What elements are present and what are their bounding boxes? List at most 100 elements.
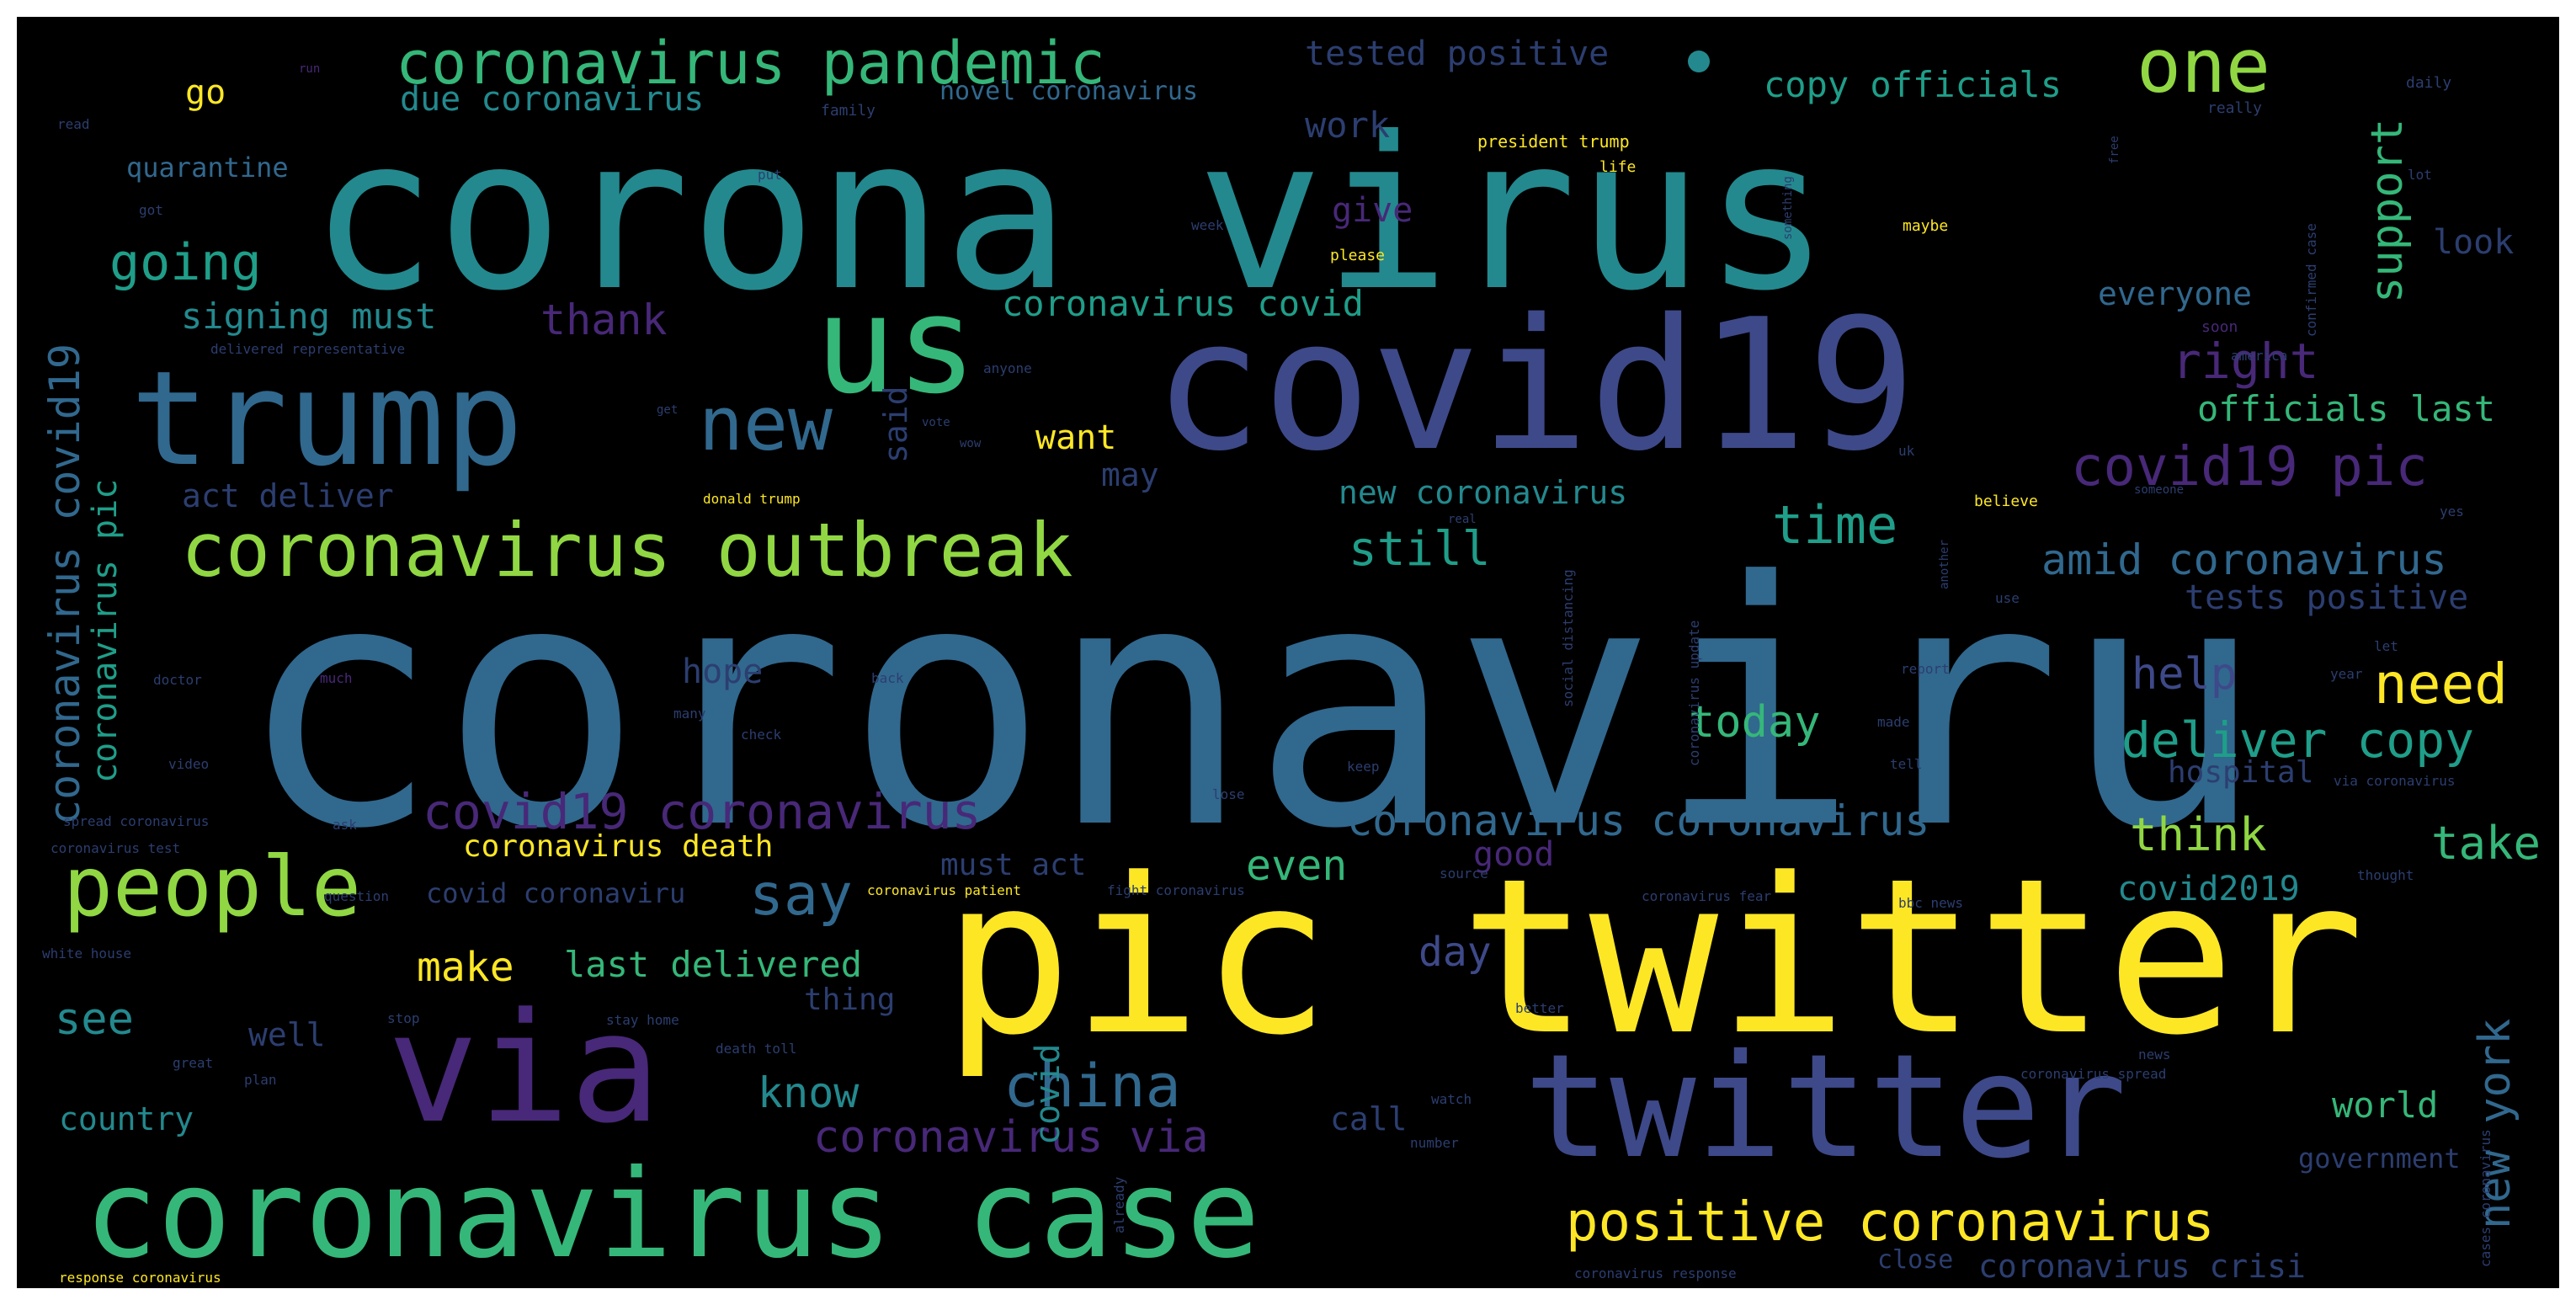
word-check: check [741,727,782,743]
word-officials-last: officials last [2197,388,2496,429]
word-time: time [1772,494,1898,556]
word-via-coronavirus: via coronavirus [2334,773,2456,789]
word-soon: soon [2201,318,2238,336]
word-hope: hope [682,652,764,691]
word-spread-coronavirus: spread coronavirus [63,813,210,829]
word-coronavirus-coronavirus: coronavirus coronavirus [1347,796,1930,845]
word-put: put [758,167,782,183]
word-thing: thing [804,983,896,1017]
word-ask: ask [333,817,357,833]
word-free: free [2108,136,2121,164]
word-delivered-representative: delivered representative [210,341,406,357]
word-today: today [1689,697,1821,748]
word-may: may [1101,456,1159,493]
word-coronavirus-spread: coronavirus spread [2020,1066,2167,1082]
word-coronavirus-pandemic: coronavirus pandemic [396,29,1105,98]
word-twitter: twitter [1524,1024,2127,1190]
word-new: new [699,381,833,467]
word-work: work [1305,104,1391,146]
word-number: number [1410,1135,1459,1151]
word-confirmed-case: confirmed case [2303,223,2319,337]
word-coronavirus-covid: coronavirus covid [1002,283,1364,324]
word-still: still [1349,522,1491,577]
word-question: question [324,888,390,904]
word-run: run [299,62,321,76]
word-thank: thank [540,296,668,344]
word-coronavirus-crisi: coronavirus crisi [1978,1248,2306,1285]
word-read: read [57,116,90,132]
word-another: another [1938,539,1951,589]
word-coronavirus-fear: coronavirus fear [1642,888,1772,904]
word-america: america [2231,348,2288,364]
word-anyone: anyone [983,360,1032,376]
word-world: world [2332,1084,2439,1126]
word-want: want [1035,418,1117,457]
word-covid-coronaviru: covid coronaviru [426,877,686,909]
word-better: better [1515,1000,1564,1016]
word-amid-coronavirus: amid coronavirus [2041,535,2447,584]
word-china: china [1003,1052,1181,1121]
word-cases-coronavirus: cases coronavirus [2478,1129,2494,1267]
word-country: country [59,1100,194,1137]
word-death-toll: death toll [716,1041,797,1057]
word-back: back [871,670,904,686]
word-coronavirus-death: coronavirus death [463,829,774,864]
word-good: good [1473,835,1555,874]
word-much: much [320,670,353,686]
word-week: week [1191,217,1224,233]
word-doctor: doctor [153,672,202,688]
word-look: look [2433,223,2515,262]
word-vote: vote [922,416,950,429]
word-go: go [185,73,226,112]
word-year: year [2330,666,2363,682]
word-cloud: coronaviru corona virus pic twitter covi… [17,17,2559,1288]
word-need: need [2374,652,2508,716]
word-wow: wow [960,437,982,450]
word-please: please [1330,247,1386,264]
word-stay-home: stay home [606,1012,679,1028]
word-due-coronavirus: due coronavirus [400,80,705,119]
word-covid19: covid19 [1153,280,1917,491]
word-stop: stop [387,1010,420,1026]
word-give: give [1332,191,1413,230]
word-keep: keep [1347,759,1380,775]
word-family: family [821,102,876,120]
word-novel-coronavirus: novel coronavirus [939,77,1199,106]
word-going: going [109,233,262,292]
word-already: already [1111,1176,1127,1233]
word-see: see [55,994,134,1045]
word-think: think [2130,808,2267,861]
word-help: help [2132,649,2238,700]
word-trump: trump [130,343,524,495]
word-let: let [2374,638,2398,654]
word-us: us [815,266,977,423]
word-use: use [1995,590,2020,606]
word-corona-virus: corona virus [310,92,1831,337]
word-coronavirus-via: coronavirus via [813,1112,1209,1163]
word-something: something [1781,176,1795,240]
word-everyone: everyone [2098,275,2253,312]
word-covid19-pic: covid19 pic [2071,436,2428,498]
word-someone: someone [2134,483,2185,497]
word-pic-twitter: pic twitter [943,833,2365,1083]
word-must-act: must act [940,848,1087,882]
dot-mark [1688,51,1710,72]
word-response-coronavirus: response coronavirus [59,1270,221,1286]
word-well: well [248,1016,326,1053]
word-one: one [2137,23,2270,109]
word-say: say [749,862,853,929]
word-bbc-news: bbc news [1898,895,1964,911]
word-said: said [877,386,914,463]
word-got: got [139,202,163,218]
word-donald-trump: donald trump [703,491,801,507]
word-coronavirus-response: coronavirus response [1574,1265,1737,1281]
word-report: report [1901,661,1950,677]
word-coronaviru: coronaviru [237,511,2265,903]
word-people: people [63,839,362,935]
word-coronavirus-outbreak: coronavirus outbreak [181,507,1073,594]
word-many: many [673,706,706,722]
word-deliver-copy: deliver copy [2121,711,2475,769]
word-coronavirus-covid19: coronavirus covid19 [40,344,89,825]
word-last-delivered: last delivered [564,944,863,985]
word-get: get [657,403,679,417]
